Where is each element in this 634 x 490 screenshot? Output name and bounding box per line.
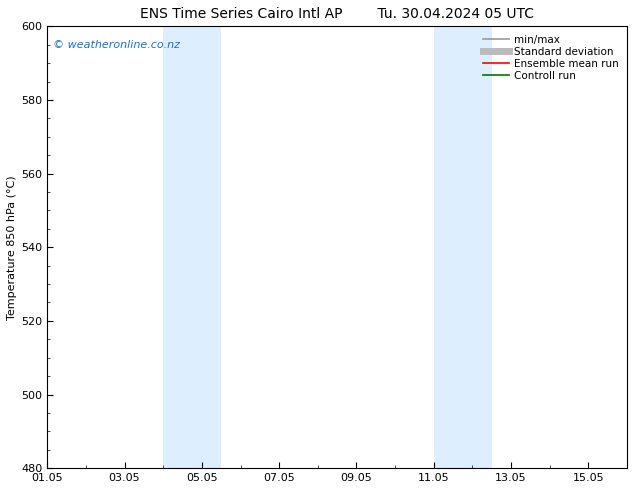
Y-axis label: Temperature 850 hPa (°C): Temperature 850 hPa (°C) xyxy=(7,175,17,319)
Bar xyxy=(434,26,492,468)
Title: ENS Time Series Cairo Intl AP        Tu. 30.04.2024 05 UTC: ENS Time Series Cairo Intl AP Tu. 30.04.… xyxy=(140,7,534,21)
Legend: min/max, Standard deviation, Ensemble mean run, Controll run: min/max, Standard deviation, Ensemble me… xyxy=(479,31,622,84)
Bar xyxy=(163,26,221,468)
Text: © weatheronline.co.nz: © weatheronline.co.nz xyxy=(53,40,180,49)
